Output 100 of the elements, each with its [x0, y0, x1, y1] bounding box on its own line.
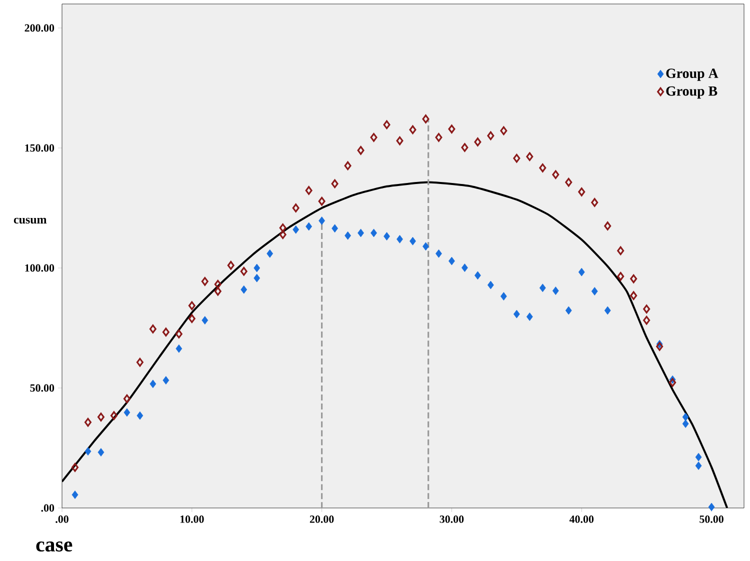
point [643, 316, 650, 325]
point [539, 284, 546, 292]
legend-label: Group B [666, 86, 718, 99]
point [500, 126, 508, 136]
point [526, 152, 534, 162]
y-tick-label: 200.00 [24, 24, 54, 32]
point [448, 124, 456, 134]
point [150, 380, 156, 388]
point [254, 264, 260, 272]
point [188, 301, 196, 310]
point [97, 412, 104, 422]
point [526, 312, 533, 321]
point [396, 136, 404, 146]
point [474, 138, 482, 146]
point [487, 131, 494, 140]
point [370, 228, 377, 238]
point [84, 418, 92, 427]
y-tick-label: 150.00 [25, 144, 54, 152]
point [682, 412, 689, 422]
point [384, 232, 390, 241]
point [123, 394, 130, 404]
point [188, 314, 196, 324]
point [358, 228, 364, 238]
point [461, 143, 468, 152]
point [500, 292, 507, 301]
y-axis-title: cusum [14, 218, 47, 224]
point [162, 328, 170, 336]
point [604, 222, 612, 230]
point [266, 249, 274, 258]
point [435, 133, 442, 142]
point [591, 198, 598, 207]
point [202, 316, 208, 325]
point [306, 222, 312, 231]
point [448, 256, 455, 266]
point [214, 286, 222, 296]
point [98, 448, 104, 457]
point [214, 280, 222, 289]
point [71, 463, 78, 472]
point [695, 462, 702, 470]
point [292, 225, 300, 234]
x-tick-label: 30.00 [440, 516, 464, 523]
point [331, 179, 338, 188]
point [84, 447, 92, 456]
point [617, 272, 624, 281]
point [149, 324, 156, 334]
point [124, 408, 130, 417]
point [279, 224, 286, 232]
point [175, 330, 182, 338]
point [591, 287, 598, 296]
point [513, 154, 520, 163]
point [227, 260, 234, 270]
point [656, 342, 664, 351]
point [708, 502, 715, 512]
point [436, 249, 442, 258]
point [279, 230, 286, 240]
point [370, 133, 378, 142]
point [318, 196, 326, 206]
y-tick-label: 50.00 [30, 384, 54, 392]
point [72, 490, 78, 499]
point [201, 277, 208, 286]
x-tick-label: 40.00 [569, 516, 594, 523]
point [292, 204, 300, 212]
point [383, 120, 390, 130]
point [409, 125, 416, 134]
point [396, 234, 403, 244]
point [240, 285, 248, 294]
point [254, 274, 260, 282]
point [513, 310, 520, 318]
point [110, 411, 118, 420]
point [344, 231, 351, 240]
point [578, 188, 586, 196]
point [162, 376, 170, 385]
point [305, 186, 312, 195]
point [552, 170, 560, 180]
point [695, 452, 702, 462]
point [318, 216, 326, 225]
y-tick-label: 100.00 [25, 264, 54, 272]
point [422, 114, 430, 124]
point [552, 286, 559, 295]
point [487, 280, 494, 290]
x-tick-label: 50.00 [700, 516, 724, 523]
point [630, 291, 638, 300]
point [565, 306, 572, 315]
x-tick-label: 10.00 [180, 516, 204, 523]
point [578, 268, 585, 276]
point [643, 304, 650, 314]
point [240, 266, 248, 276]
legend-label: Group A [666, 68, 718, 81]
point [565, 178, 572, 187]
point [617, 246, 624, 256]
point [669, 378, 676, 387]
x-tick-label: 20.00 [310, 516, 334, 523]
point [357, 146, 364, 155]
point [332, 224, 338, 233]
x-tick-label: .00 [56, 516, 68, 523]
x-axis-title: case [36, 542, 72, 552]
point [604, 306, 611, 315]
point [539, 164, 546, 172]
point [136, 411, 144, 420]
point [344, 161, 352, 170]
